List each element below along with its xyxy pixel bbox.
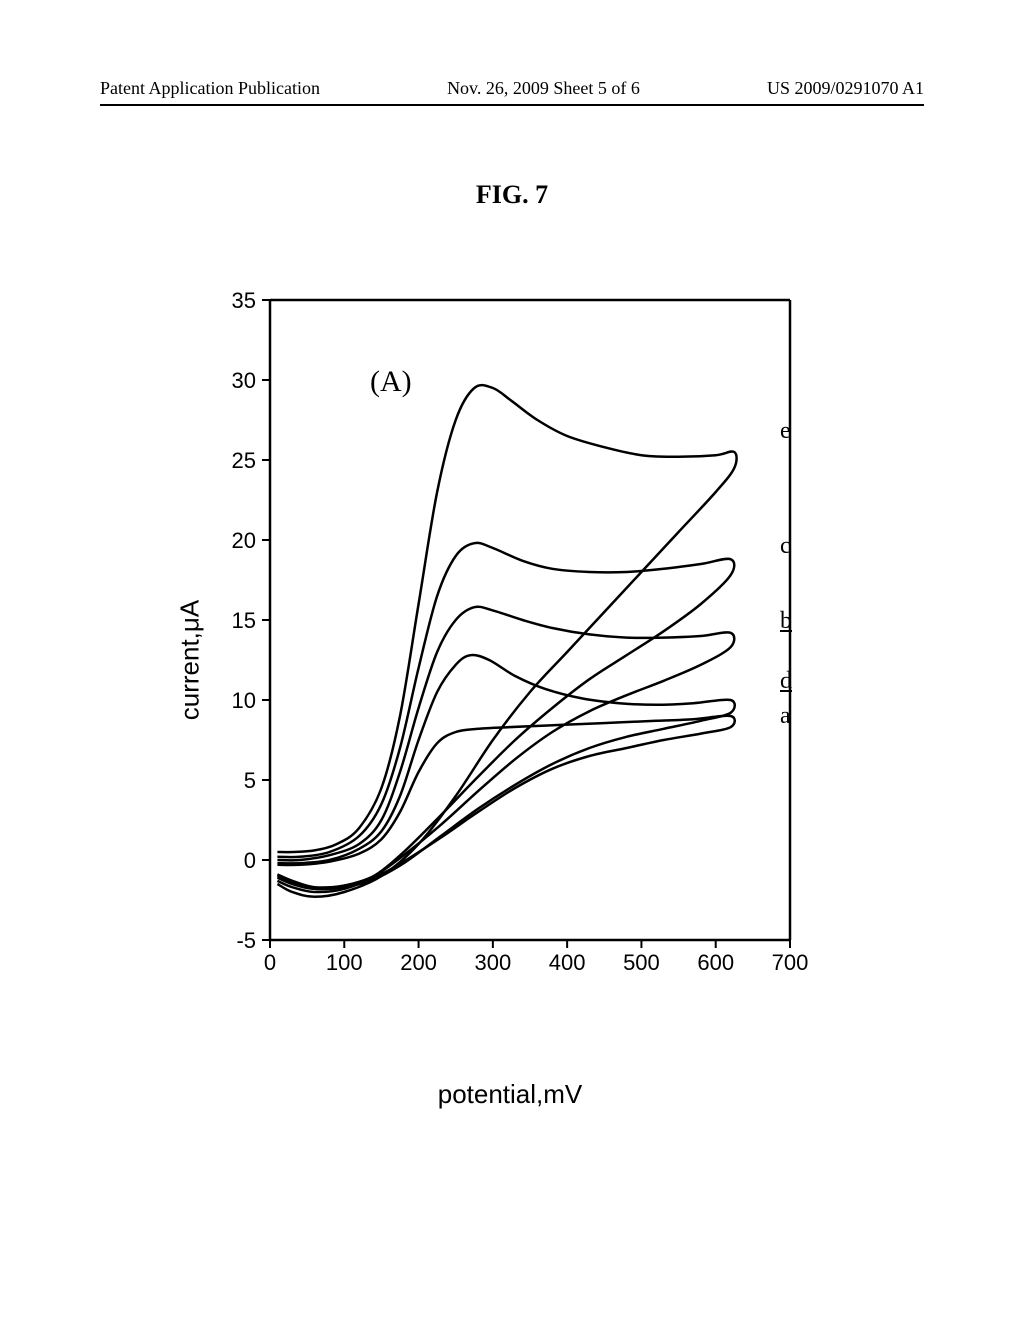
- cv-chart: (A) current,μA potential,mV -50510152025…: [180, 280, 840, 1040]
- x-tick-label: 600: [697, 950, 734, 975]
- curve-label-e: e: [780, 418, 791, 445]
- page-header: Patent Application Publication Nov. 26, …: [0, 78, 1024, 99]
- cv-curve-d: [277, 655, 734, 889]
- x-axis-label: potential,mV: [180, 1079, 840, 1110]
- y-tick-label: -5: [236, 928, 256, 953]
- y-axis-label: current,μA: [175, 600, 206, 720]
- x-tick-label: 700: [772, 950, 809, 975]
- x-tick-label: 0: [264, 950, 276, 975]
- x-tick-label: 500: [623, 950, 660, 975]
- header-rule: [100, 104, 924, 106]
- x-tick-label: 100: [326, 950, 363, 975]
- chart-svg: -5 0 5 10 15 20 25 30 35 0 100 200 300 400 500 600 700: [180, 280, 840, 1000]
- figure-label: FIG. 7: [0, 180, 1024, 210]
- y-tick-label: 10: [232, 688, 256, 713]
- curve-label-d: d: [780, 668, 792, 695]
- y-tick-label: 35: [232, 288, 256, 313]
- y-tick-label: 25: [232, 448, 256, 473]
- x-tick-label: 300: [474, 950, 511, 975]
- curve-label-b: b: [780, 608, 792, 635]
- header-center: Nov. 26, 2009 Sheet 5 of 6: [447, 78, 640, 99]
- header-right: US 2009/0291070 A1: [767, 78, 924, 99]
- curve-label-a: a: [780, 703, 791, 730]
- cv-curve-a: [277, 716, 734, 888]
- header-left: Patent Application Publication: [100, 78, 320, 99]
- y-tick-label: 20: [232, 528, 256, 553]
- y-tick-label: 0: [244, 848, 256, 873]
- x-tick-label: 400: [549, 950, 586, 975]
- y-tick-label: 30: [232, 368, 256, 393]
- cv-curve-e: [277, 385, 736, 897]
- y-tick-label: 15: [232, 608, 256, 633]
- curve-label-c: c: [780, 533, 791, 560]
- panel-label: (A): [370, 365, 412, 399]
- x-tick-label: 200: [400, 950, 437, 975]
- y-tick-label: 5: [244, 768, 256, 793]
